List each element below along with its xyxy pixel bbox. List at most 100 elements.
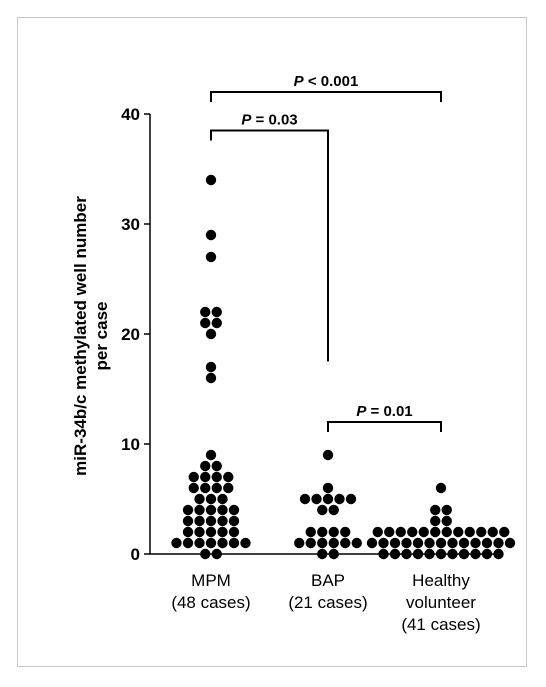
- y-tick-label: 40: [121, 105, 140, 124]
- y-tick-label: 30: [121, 215, 140, 234]
- data-point: [378, 537, 389, 549]
- data-point: [200, 306, 211, 318]
- data-point: [464, 526, 475, 538]
- p-symbol: P: [241, 112, 252, 129]
- significance-bracket: [210, 129, 329, 362]
- data-point: [200, 317, 211, 329]
- data-point: [430, 504, 441, 516]
- data-point: [340, 537, 351, 549]
- data-point: [453, 526, 464, 538]
- x-category-label-line: BAP: [311, 571, 345, 590]
- data-point: [322, 482, 334, 494]
- data-point: [228, 515, 240, 527]
- data-point: [240, 537, 251, 549]
- data-point: [412, 537, 424, 549]
- y-tick-label: 20: [121, 325, 140, 344]
- data-point: [476, 526, 487, 538]
- data-point: [412, 548, 424, 560]
- data-point: [311, 493, 322, 505]
- data-point: [328, 526, 339, 538]
- data-point: [223, 482, 234, 494]
- p-value-label: P = 0.03: [241, 112, 297, 129]
- data-point: [188, 471, 199, 483]
- data-point: [322, 449, 334, 461]
- y-tick-label: 0: [131, 545, 140, 564]
- data-point: [441, 515, 452, 527]
- data-point: [328, 504, 339, 516]
- p-value-label: P = 0.01: [356, 403, 412, 420]
- data-point: [211, 482, 222, 494]
- x-category-label: Healthy volunteer (41 cases): [401, 571, 480, 634]
- data-point: [401, 537, 412, 549]
- data-point: [424, 548, 435, 560]
- data-point: [493, 548, 504, 560]
- data-point: [200, 460, 211, 472]
- data-point: [504, 537, 516, 549]
- data-point: [200, 548, 211, 560]
- data-point: [194, 504, 205, 516]
- data-point: [205, 372, 217, 384]
- p-symbol: P: [356, 403, 367, 420]
- data-point: [441, 504, 452, 516]
- data-point: [205, 328, 217, 340]
- data-point: [389, 548, 401, 560]
- data-point: [470, 537, 481, 549]
- data-point: [194, 515, 205, 527]
- x-category-labels: MPM (48 cases) BAP (21 cases) Healthy volunte…: [171, 571, 480, 634]
- data-point: [217, 493, 228, 505]
- data-point: [447, 548, 458, 560]
- data-point: [384, 526, 395, 538]
- p-value-text: < 0.001: [304, 73, 359, 90]
- data-point: [205, 537, 217, 549]
- y-axis-title-line: miR-34b/c methylated well number: [71, 196, 90, 476]
- data-point: [481, 537, 493, 549]
- data-point: [182, 515, 194, 527]
- x-category-label-line: MPM: [191, 571, 231, 590]
- p-value-label: P < 0.001: [294, 73, 359, 90]
- x-category-label-line: volunteer: [406, 593, 476, 612]
- data-point: [205, 361, 217, 373]
- data-point: [407, 526, 418, 538]
- data-point: [317, 537, 328, 549]
- x-category-label-line: Healthy: [412, 571, 470, 590]
- p-value-text: = 0.03: [251, 112, 297, 129]
- data-point: [317, 504, 328, 516]
- data-point: [493, 537, 504, 549]
- y-ticks: 0 10 20 30 40: [121, 105, 150, 564]
- data-point: [389, 537, 401, 549]
- data-point: [205, 526, 217, 538]
- data-point: [447, 537, 458, 549]
- data-point: [372, 526, 383, 538]
- data-point: [435, 537, 447, 549]
- data-point: [424, 537, 435, 549]
- data-point: [205, 504, 217, 516]
- data-point: [228, 526, 240, 538]
- p-symbol: P: [294, 73, 305, 90]
- data-point: [217, 515, 228, 527]
- data-point: [194, 493, 205, 505]
- data-point: [458, 548, 470, 560]
- data-point: [211, 317, 222, 329]
- data-point: [200, 471, 211, 483]
- data-point: [334, 493, 345, 505]
- data-point: [328, 548, 339, 560]
- data-point: [223, 471, 234, 483]
- data-point: [182, 526, 194, 538]
- data-point: [217, 526, 228, 538]
- data-point: [340, 526, 351, 538]
- data-point: [194, 526, 205, 538]
- y-axis-label: miR-34b/c methylated well number per case: [71, 196, 111, 476]
- data-point: [418, 526, 429, 538]
- data-point: [366, 537, 378, 549]
- data-point: [401, 548, 412, 560]
- data-point: [182, 537, 194, 549]
- data-point: [487, 526, 498, 538]
- y-tick-label: 10: [121, 435, 140, 454]
- data-point: [378, 548, 389, 560]
- data-point: [345, 493, 357, 505]
- data-point: [317, 526, 328, 538]
- data-point: [430, 515, 441, 527]
- data-point: [205, 493, 217, 505]
- data-point: [322, 493, 334, 505]
- data-point: [211, 471, 222, 483]
